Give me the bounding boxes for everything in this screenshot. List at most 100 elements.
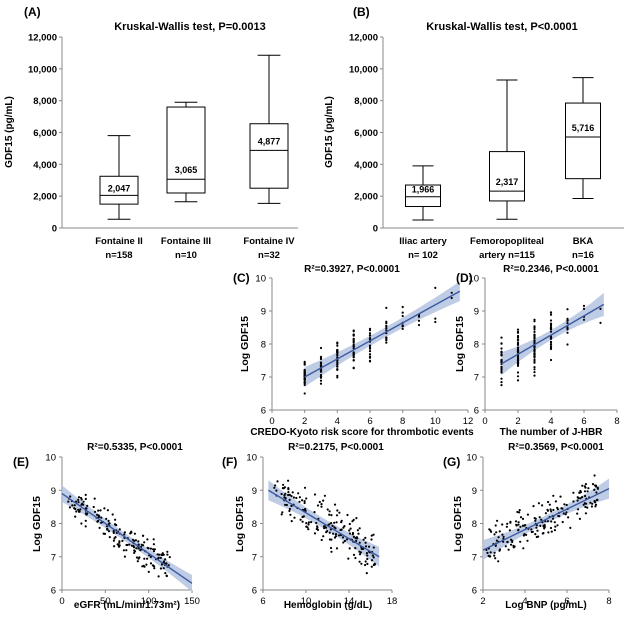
data-point	[530, 528, 533, 531]
data-point	[594, 505, 597, 508]
data-point	[356, 537, 359, 540]
data-point	[358, 527, 361, 530]
data-point	[125, 549, 128, 552]
data-point	[130, 531, 133, 534]
data-point	[554, 500, 558, 503]
data-point	[533, 359, 536, 363]
x-tick-label: 14	[344, 596, 355, 607]
data-point	[517, 521, 520, 524]
data-point	[143, 557, 146, 560]
x-tick-label: 6	[564, 596, 569, 607]
data-point	[352, 553, 356, 557]
data-point	[288, 509, 291, 513]
panel-label: (C)	[233, 271, 250, 285]
data-point	[77, 496, 81, 499]
data-point	[354, 537, 357, 540]
data-point	[572, 491, 575, 494]
data-point	[517, 523, 520, 526]
data-point	[516, 343, 520, 346]
data-point	[590, 505, 594, 508]
data-point	[501, 523, 504, 526]
data-point	[549, 324, 553, 327]
data-point	[158, 553, 161, 556]
data-point	[316, 525, 319, 528]
data-point	[303, 383, 306, 387]
data-point	[370, 534, 373, 537]
data-point	[564, 513, 567, 516]
data-point	[547, 500, 550, 504]
data-point	[114, 523, 117, 526]
y-tick-label: 9	[474, 307, 479, 318]
data-point	[582, 304, 586, 307]
data-point	[152, 543, 155, 546]
data-point	[358, 541, 361, 544]
data-point	[80, 503, 83, 506]
data-point	[118, 528, 121, 531]
data-point	[114, 518, 117, 521]
data-point	[352, 343, 355, 346]
data-point	[135, 556, 139, 559]
data-point	[594, 484, 597, 487]
data-point	[96, 513, 99, 516]
regression-line	[61, 492, 193, 584]
data-point	[518, 509, 521, 512]
data-point	[326, 508, 329, 511]
data-point	[153, 548, 156, 551]
data-point	[594, 503, 598, 506]
x-axis-label: CREDO-Kyoto risk score for thrombotic ev…	[250, 427, 474, 438]
data-point	[583, 502, 586, 505]
data-point	[159, 567, 162, 570]
data-point	[516, 341, 520, 344]
category-label: Iliac artery	[399, 236, 447, 247]
data-point	[352, 359, 355, 362]
x-tick-label: 6	[260, 596, 265, 607]
data-point	[345, 538, 349, 541]
y-tick-label: 4,000	[33, 160, 57, 171]
data-point	[86, 512, 89, 515]
data-point	[516, 379, 520, 382]
y-tick-label: 2,000	[33, 192, 57, 203]
panel-b-boxplot: (B) Kruskal-Wallis test, P<0.0001 GDF15 (p…	[324, 5, 624, 261]
y-tick-label: 6,000	[354, 128, 378, 139]
data-point	[516, 363, 520, 366]
data-point	[149, 562, 153, 565]
data-point	[123, 555, 126, 558]
data-point	[92, 505, 95, 509]
data-point	[143, 565, 146, 568]
data-point	[352, 351, 355, 355]
data-point	[284, 503, 287, 506]
panel-label: (B)	[353, 5, 370, 19]
y-tick-label: 9	[261, 307, 266, 318]
data-point	[512, 544, 515, 547]
data-point	[348, 547, 351, 550]
panel-label: (G)	[443, 455, 460, 469]
data-point	[319, 357, 323, 360]
y-tick-label: 7	[472, 552, 477, 563]
data-point	[326, 530, 329, 533]
data-point	[289, 513, 292, 516]
data-point	[146, 557, 149, 560]
data-point	[77, 510, 80, 513]
data-point	[123, 533, 126, 536]
data-point	[401, 324, 404, 327]
data-point	[584, 483, 588, 486]
data-point	[587, 487, 590, 490]
data-point	[551, 517, 555, 520]
category-label: Fontaine II	[95, 236, 143, 247]
data-point	[566, 317, 569, 320]
data-point	[533, 371, 536, 374]
data-point	[500, 377, 503, 380]
data-point	[138, 556, 141, 559]
data-point	[385, 306, 388, 309]
data-point	[136, 560, 139, 563]
y-tick-label: 8	[252, 519, 257, 530]
data-point	[521, 517, 525, 521]
data-point	[546, 508, 549, 511]
data-point	[547, 531, 550, 534]
data-point	[582, 318, 586, 321]
data-point	[287, 493, 290, 497]
data-point	[516, 510, 519, 514]
data-point	[75, 510, 78, 513]
data-point	[73, 507, 76, 510]
